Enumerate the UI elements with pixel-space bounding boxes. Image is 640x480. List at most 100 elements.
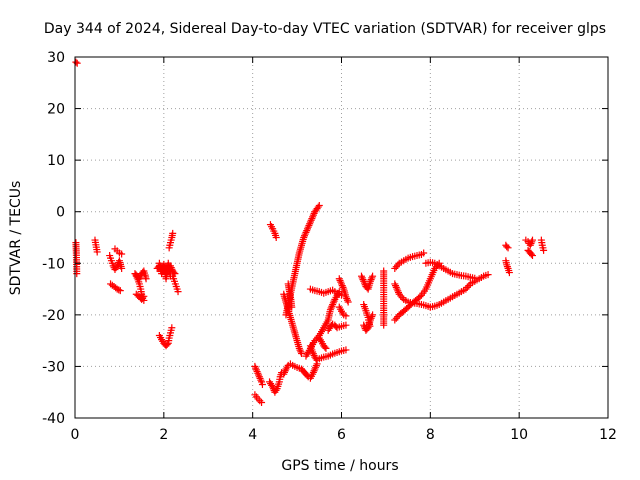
data-point — [322, 344, 330, 352]
data-point — [72, 58, 80, 66]
data-point — [327, 304, 335, 312]
data-point — [272, 234, 280, 241]
data-point — [280, 368, 288, 376]
data-point — [309, 368, 317, 376]
data-point — [329, 299, 337, 307]
data-point — [391, 316, 399, 324]
data-point — [337, 278, 345, 286]
data-point — [357, 272, 365, 280]
data-point — [380, 321, 388, 329]
data-point — [527, 240, 535, 248]
data-point — [394, 261, 402, 269]
data-point — [115, 286, 123, 294]
data-point — [255, 373, 263, 381]
data-point — [288, 303, 296, 311]
data-point — [93, 248, 101, 256]
data-point — [300, 234, 308, 241]
x-tick-label: 6 — [337, 427, 346, 443]
data-point — [252, 364, 260, 372]
data-point — [116, 287, 124, 295]
data-point — [359, 276, 367, 284]
x-tick-label: 12 — [599, 427, 617, 443]
data-point — [335, 275, 343, 283]
data-point — [295, 344, 303, 352]
data-point — [302, 228, 310, 236]
data-point — [528, 238, 536, 246]
data-point — [420, 249, 428, 257]
data-point — [135, 275, 143, 283]
data-point — [73, 270, 81, 278]
grid-lines — [75, 57, 608, 418]
y-tick-label: -20 — [42, 308, 65, 324]
data-point — [369, 311, 377, 319]
data-point — [303, 227, 311, 235]
chart-title: Day 344 of 2024, Sidereal Day-to-day VTE… — [44, 21, 606, 37]
data-point — [309, 213, 317, 221]
data-point — [367, 276, 375, 284]
x-tick-label: 0 — [71, 427, 80, 443]
data-point — [504, 244, 512, 252]
data-point — [300, 232, 308, 240]
data-point — [306, 218, 314, 226]
data-point — [342, 346, 350, 354]
data-point — [297, 348, 305, 356]
data-point — [321, 343, 329, 351]
data-point — [540, 246, 548, 254]
data-point — [301, 230, 309, 238]
data-point — [416, 293, 424, 301]
data-point — [343, 296, 351, 304]
data-point — [312, 363, 320, 371]
data-point — [163, 341, 171, 349]
data-point — [118, 264, 126, 272]
data-point — [269, 383, 277, 391]
data-point — [392, 283, 400, 291]
data-point — [113, 285, 121, 293]
data-point — [298, 350, 306, 358]
data-point — [367, 314, 375, 322]
data-point — [252, 366, 260, 374]
data-point — [366, 316, 374, 324]
data-point — [308, 215, 316, 223]
data-point — [309, 350, 317, 358]
data-point — [312, 335, 320, 343]
data-point — [309, 370, 317, 378]
data-point — [528, 252, 536, 260]
data-point — [339, 283, 347, 291]
x-axis-label: GPS time / hours — [281, 458, 398, 474]
data-point — [398, 294, 406, 302]
data-point — [254, 369, 262, 377]
data-point — [309, 211, 317, 219]
x-tick-labels: 0 2 4 6 8 10 12 — [71, 427, 617, 443]
data-point — [306, 220, 314, 228]
data-point — [366, 277, 374, 285]
data-point — [256, 374, 264, 382]
data-point — [118, 250, 126, 258]
data-point — [397, 292, 405, 300]
data-point — [368, 274, 376, 282]
data-point — [360, 277, 368, 285]
x-tick-label: 10 — [510, 427, 528, 443]
data-point — [344, 298, 352, 306]
data-point — [505, 269, 513, 277]
data-point — [330, 297, 338, 305]
data-point — [392, 263, 400, 271]
data-point — [326, 306, 334, 314]
data-point — [360, 321, 368, 329]
y-tick-label: -40 — [42, 411, 65, 427]
data-point — [342, 321, 350, 329]
data-point — [258, 380, 266, 388]
data-point — [329, 301, 337, 309]
data-point — [311, 337, 319, 345]
x-tick-label: 4 — [248, 427, 257, 443]
data-point — [310, 367, 318, 375]
y-tick-label: 30 — [47, 50, 65, 66]
data-point — [296, 346, 304, 354]
x-tick-label: 8 — [426, 427, 435, 443]
data-point — [309, 348, 317, 356]
data-points — [72, 58, 548, 407]
data-point — [140, 292, 148, 300]
data-point — [253, 368, 261, 376]
data-point — [395, 290, 403, 298]
data-point — [257, 376, 265, 384]
